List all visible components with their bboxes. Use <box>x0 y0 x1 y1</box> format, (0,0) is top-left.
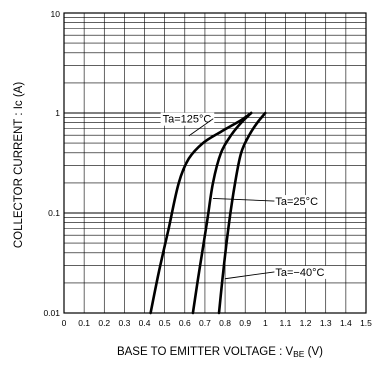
y-tick-label: 0.01 <box>43 308 60 318</box>
series-layer <box>149 111 267 315</box>
x-tick-label: 1.1 <box>280 318 292 328</box>
y-tick-label: 0.1 <box>48 208 60 218</box>
series-line-0 <box>149 111 253 315</box>
annotation-leader <box>188 118 214 137</box>
x-tick-label: 0.2 <box>98 318 110 328</box>
grid <box>64 13 366 313</box>
x-tick-label: 1.4 <box>340 318 352 328</box>
x-tick-label: 1.5 <box>360 318 372 328</box>
x-tick-label: 0 <box>62 318 67 328</box>
x-tick-label: 0.6 <box>179 318 191 328</box>
x-tick-label: 0.4 <box>139 318 151 328</box>
y-tick-label: 10 <box>51 9 61 19</box>
x-axis-label-subscript: BE <box>293 349 305 359</box>
x-tick-label: 1.2 <box>300 318 312 328</box>
series-line-1 <box>191 111 253 315</box>
x-tick-label: 0.5 <box>159 318 171 328</box>
y-tick-label: 1 <box>55 108 60 118</box>
annotation-label-0: Ta=125°C <box>163 114 212 126</box>
x-tick-label: 1 <box>263 318 268 328</box>
x-tick-label: 0.3 <box>118 318 130 328</box>
annotation-label-2: Ta=−40°C <box>275 267 324 279</box>
annotation-leader <box>212 197 275 202</box>
x-tick-label: 0.9 <box>239 318 251 328</box>
x-axis-label-main: BASE TO EMITTER VOLTAGE : V <box>117 346 293 358</box>
plot-frame <box>63 12 367 314</box>
y-axis-label: COLLECTOR CURRENT : Ic (A) <box>13 82 25 249</box>
x-axis-label: BASE TO EMITTER VOLTAGE : VBE (V) <box>117 346 323 359</box>
annotation-layer: Ta=125°C Ta=25°C Ta=−40°C <box>160 112 327 280</box>
x-tick-label: 1.3 <box>320 318 332 328</box>
y-tick-labels: 0.01 0.1 1 10 <box>43 9 60 318</box>
x-tick-label: 0.7 <box>199 318 211 328</box>
annotation-background <box>273 195 321 209</box>
annotation-leader <box>225 271 275 280</box>
annotation-background <box>160 112 215 126</box>
annotation-label-1: Ta=25°C <box>275 196 318 208</box>
x-tick-label: 0.8 <box>219 318 231 328</box>
annotation-background <box>273 265 327 279</box>
x-tick-labels: 0 0.1 0.2 0.3 0.4 0.5 0.6 0.7 0.8 0.9 1 1.1 1.2 1.3 1.… <box>62 318 372 328</box>
series-line-2 <box>217 111 267 315</box>
x-tick-label: 0.1 <box>78 318 90 328</box>
x-axis-label-unit: (V) <box>304 346 323 358</box>
